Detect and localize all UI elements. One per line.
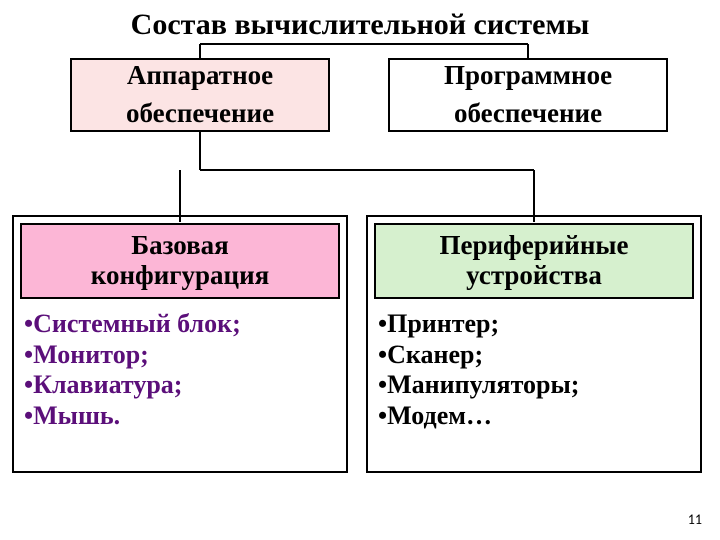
node-hardware-line2: обеспечение (72, 95, 328, 133)
card-base-header: Базовая конфигурация (20, 223, 340, 299)
node-software-line1: Программное (390, 57, 666, 95)
list-item: •Клавиатура; (24, 370, 336, 401)
list-item: •Принтер; (378, 309, 690, 340)
diagram-title: Состав вычислительной системы (0, 8, 720, 42)
card-periph-header: Периферийные устройства (374, 223, 694, 299)
list-item: •Манипуляторы; (378, 370, 690, 401)
node-hardware: Аппаратное обеспечение (70, 58, 330, 132)
card-periph-header-line1: Периферийные (376, 231, 692, 261)
list-item: •Мышь. (24, 401, 336, 432)
node-hardware-line1: Аппаратное (72, 57, 328, 95)
node-software-line2: обеспечение (390, 95, 666, 133)
node-software: Программное обеспечение (388, 58, 668, 132)
list-item: •Монитор; (24, 340, 336, 371)
card-base-config: Базовая конфигурация •Системный блок;•Мо… (12, 215, 348, 473)
page-number: 11 (688, 511, 702, 528)
list-item: •Сканер; (378, 340, 690, 371)
card-base-header-line1: Базовая (22, 231, 338, 261)
card-periph-header-line2: устройства (376, 261, 692, 291)
list-item: •Модем… (378, 401, 690, 432)
card-peripheral: Периферийные устройства •Принтер;•Сканер… (366, 215, 702, 473)
list-item: •Системный блок; (24, 309, 336, 340)
card-periph-list: •Принтер;•Сканер;•Манипуляторы;•Модем… (368, 305, 700, 438)
card-base-header-line2: конфигурация (22, 261, 338, 291)
card-base-list: •Системный блок;•Монитор;•Клавиатура;•Мы… (14, 305, 346, 438)
